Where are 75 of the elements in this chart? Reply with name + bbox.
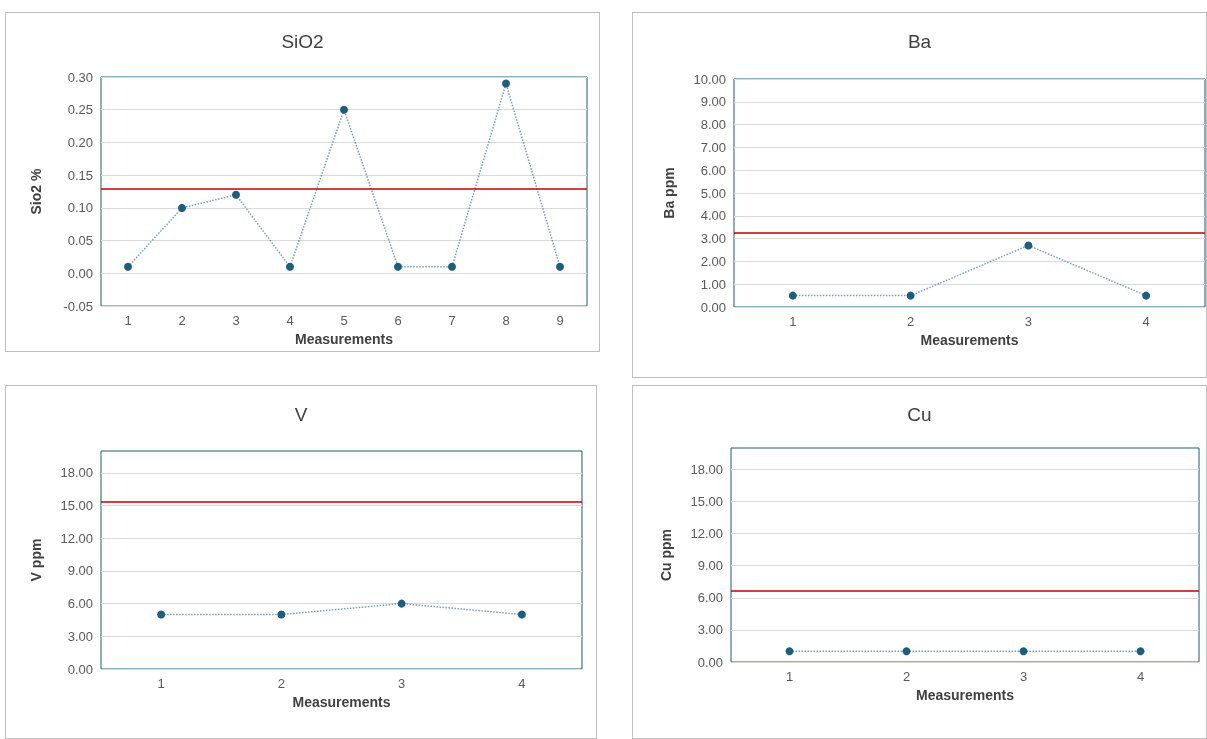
y-tick-label: 0.25 <box>67 102 93 118</box>
y-tick-label: 0.15 <box>67 167 93 183</box>
chart-title: SiO2 <box>281 31 324 52</box>
y-tick-label: 7.00 <box>700 139 726 155</box>
x-tick-label: 2 <box>277 676 285 691</box>
x-tick-label: 2 <box>907 314 915 329</box>
point <box>286 262 294 271</box>
y-tick-label: 0.00 <box>697 654 723 670</box>
y-axis-title: Ba ppm <box>661 167 677 219</box>
x-tick-label: 4 <box>286 313 294 329</box>
x-tick-label: 4 <box>518 676 526 691</box>
y-tick-label: 18.00 <box>60 465 93 481</box>
y-tick-label: 0.10 <box>67 200 93 216</box>
x-tick-label: 5 <box>340 313 348 329</box>
x-tick-label: 9 <box>556 313 564 329</box>
y-axis-title: Sio2 % <box>28 168 44 215</box>
y-tick-label: 9.00 <box>67 563 93 579</box>
x-axis-title: Measurements <box>920 331 1019 348</box>
x-tick-label: 8 <box>502 313 510 329</box>
y-tick-label: 0.00 <box>67 265 93 281</box>
point <box>394 262 402 271</box>
y-tick-label: -0.05 <box>63 298 93 314</box>
y-tick-label: 3.00 <box>697 622 723 638</box>
x-tick-label: 6 <box>394 313 402 329</box>
y-tick-label: 0.00 <box>67 661 93 677</box>
y-tick-label: 0.00 <box>700 299 726 315</box>
y-tick-label: 0.30 <box>67 69 93 85</box>
x-tick-label: 1 <box>785 669 794 684</box>
x-tick-label: 4 <box>1136 669 1145 684</box>
y-tick-label: 12.00 <box>60 530 93 546</box>
y-tick-label: 6.00 <box>67 596 93 612</box>
y-tick-label: 8.00 <box>700 117 726 133</box>
x-axis-title: Measurements <box>292 693 391 710</box>
point <box>340 105 348 114</box>
x-tick-label: 3 <box>232 313 240 329</box>
chart-title: Cu <box>907 404 932 425</box>
y-tick-label: 6.00 <box>697 590 723 606</box>
y-tick-label: 15.00 <box>690 494 723 509</box>
y-tick-label: 3.00 <box>67 628 93 644</box>
point <box>178 203 186 212</box>
x-tick-label: 1 <box>789 314 797 329</box>
y-tick-label: 5.00 <box>700 185 726 201</box>
y-tick-label: 0.20 <box>67 134 93 150</box>
x-tick-label: 1 <box>124 313 132 329</box>
y-axis-title: Cu ppm <box>658 528 674 582</box>
x-tick-label: 3 <box>1024 314 1032 329</box>
y-tick-label: 18.00 <box>690 461 723 477</box>
x-tick-label: 3 <box>1019 669 1028 684</box>
chart-title: Ba <box>907 31 932 52</box>
y-tick-label: 6.00 <box>700 162 726 178</box>
y-tick-label: 3.00 <box>700 231 726 247</box>
y-tick-label: 9.00 <box>700 94 726 110</box>
y-tick-label: 12.00 <box>690 526 723 542</box>
x-axis-title: Measurements <box>294 331 394 347</box>
x-tick-label: 3 <box>398 676 406 691</box>
x-tick-label: 4 <box>1142 314 1150 329</box>
chart-title: V <box>294 404 308 425</box>
point <box>124 262 132 271</box>
y-tick-label: 0.05 <box>67 233 93 249</box>
y-tick-label: 10.00 <box>693 71 726 87</box>
x-tick-label: 2 <box>178 313 186 329</box>
x-tick-label: 2 <box>902 669 911 684</box>
point <box>232 190 240 199</box>
y-tick-label: 15.00 <box>60 498 93 513</box>
y-tick-label: 9.00 <box>697 558 723 574</box>
point <box>448 262 456 271</box>
y-tick-label: 2.00 <box>700 253 726 269</box>
x-tick-label: 1 <box>157 676 165 691</box>
y-tick-label: 1.00 <box>700 276 726 292</box>
point <box>502 79 510 88</box>
point <box>556 262 564 271</box>
x-axis-title: Measurements <box>915 686 1015 703</box>
x-tick-label: 7 <box>448 313 456 329</box>
y-axis-title: V ppm <box>28 538 44 582</box>
y-tick-label: 4.00 <box>700 208 726 224</box>
